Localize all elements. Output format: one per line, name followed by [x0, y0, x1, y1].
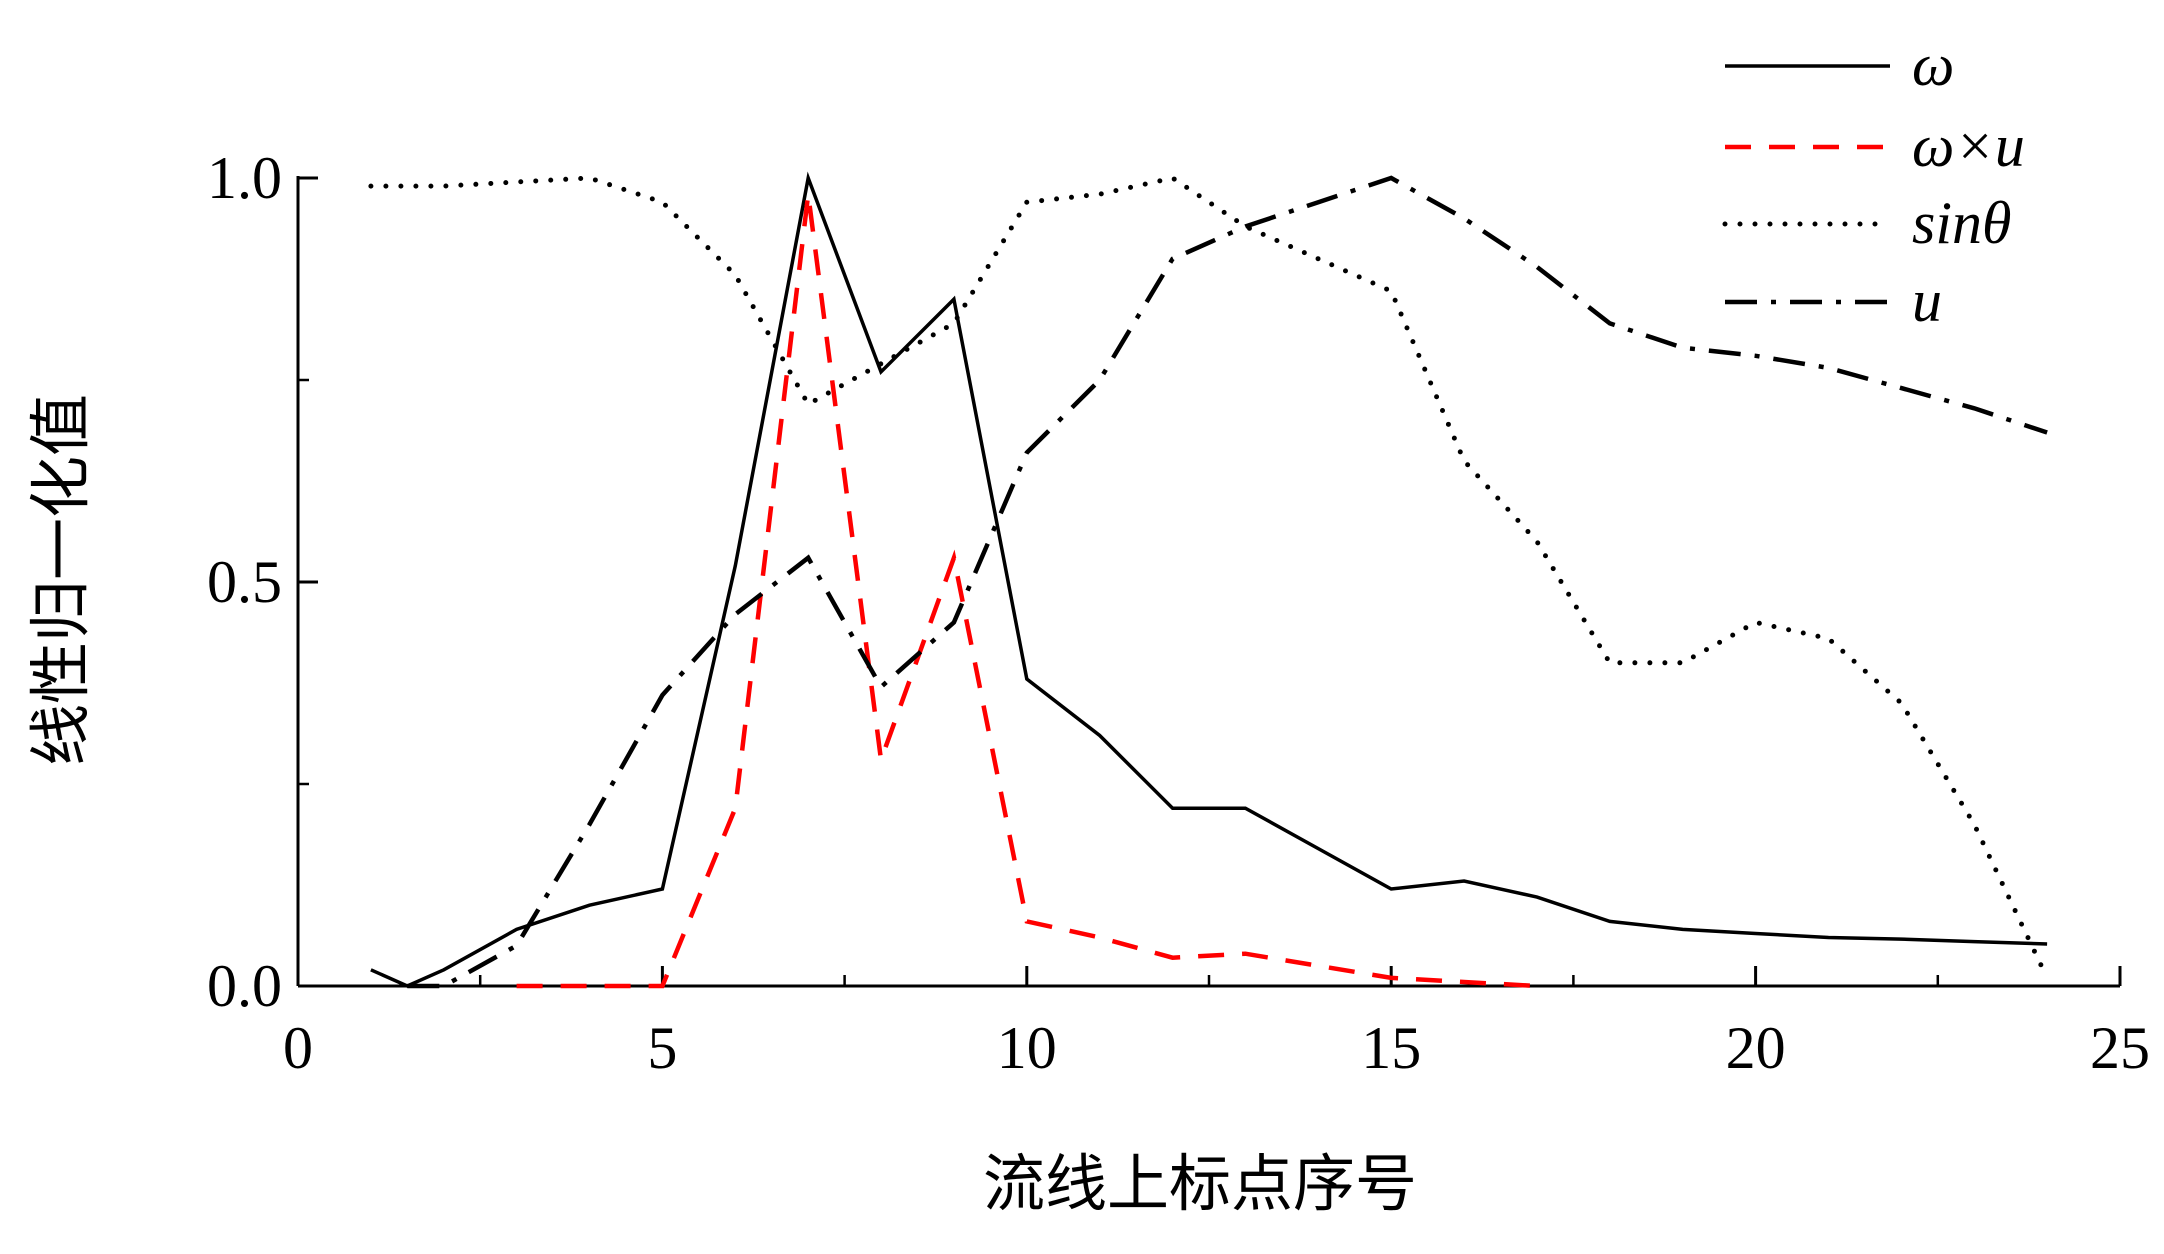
x-tick-label: 10	[997, 1015, 1057, 1081]
series-line-2	[368, 175, 2050, 981]
x-tick-label: 20	[1726, 1015, 1786, 1081]
y-axis-title: 线性归一化值	[24, 394, 97, 766]
y-tick-label: 0.0	[207, 953, 282, 1019]
legend-label-0: ω	[1912, 32, 1954, 98]
x-tick-label: 25	[2090, 1015, 2150, 1081]
legend-label-1: ω×u	[1912, 113, 2025, 179]
legend-label-2: sinθ	[1912, 190, 2012, 256]
x-axis-title: 流线上标点序号	[983, 1147, 1417, 1220]
y-tick-label: 0.5	[207, 549, 282, 615]
x-tick-label: 5	[647, 1015, 677, 1081]
x-tick-label: 0	[283, 1015, 313, 1081]
plot-lines	[368, 171, 2050, 989]
series-line-3	[407, 175, 2048, 989]
y-tick-label: 1.0	[207, 145, 282, 211]
series-line-0	[370, 171, 2048, 988]
legend: ω ω×u sinθ u	[1722, 32, 2025, 334]
x-tick-label: 15	[1361, 1015, 1421, 1081]
legend-label-3: u	[1912, 268, 1942, 334]
series-line-1	[516, 193, 1538, 989]
axes: 0 5 10 15 20 25 0.0 0.5 1.0	[207, 145, 2150, 1081]
